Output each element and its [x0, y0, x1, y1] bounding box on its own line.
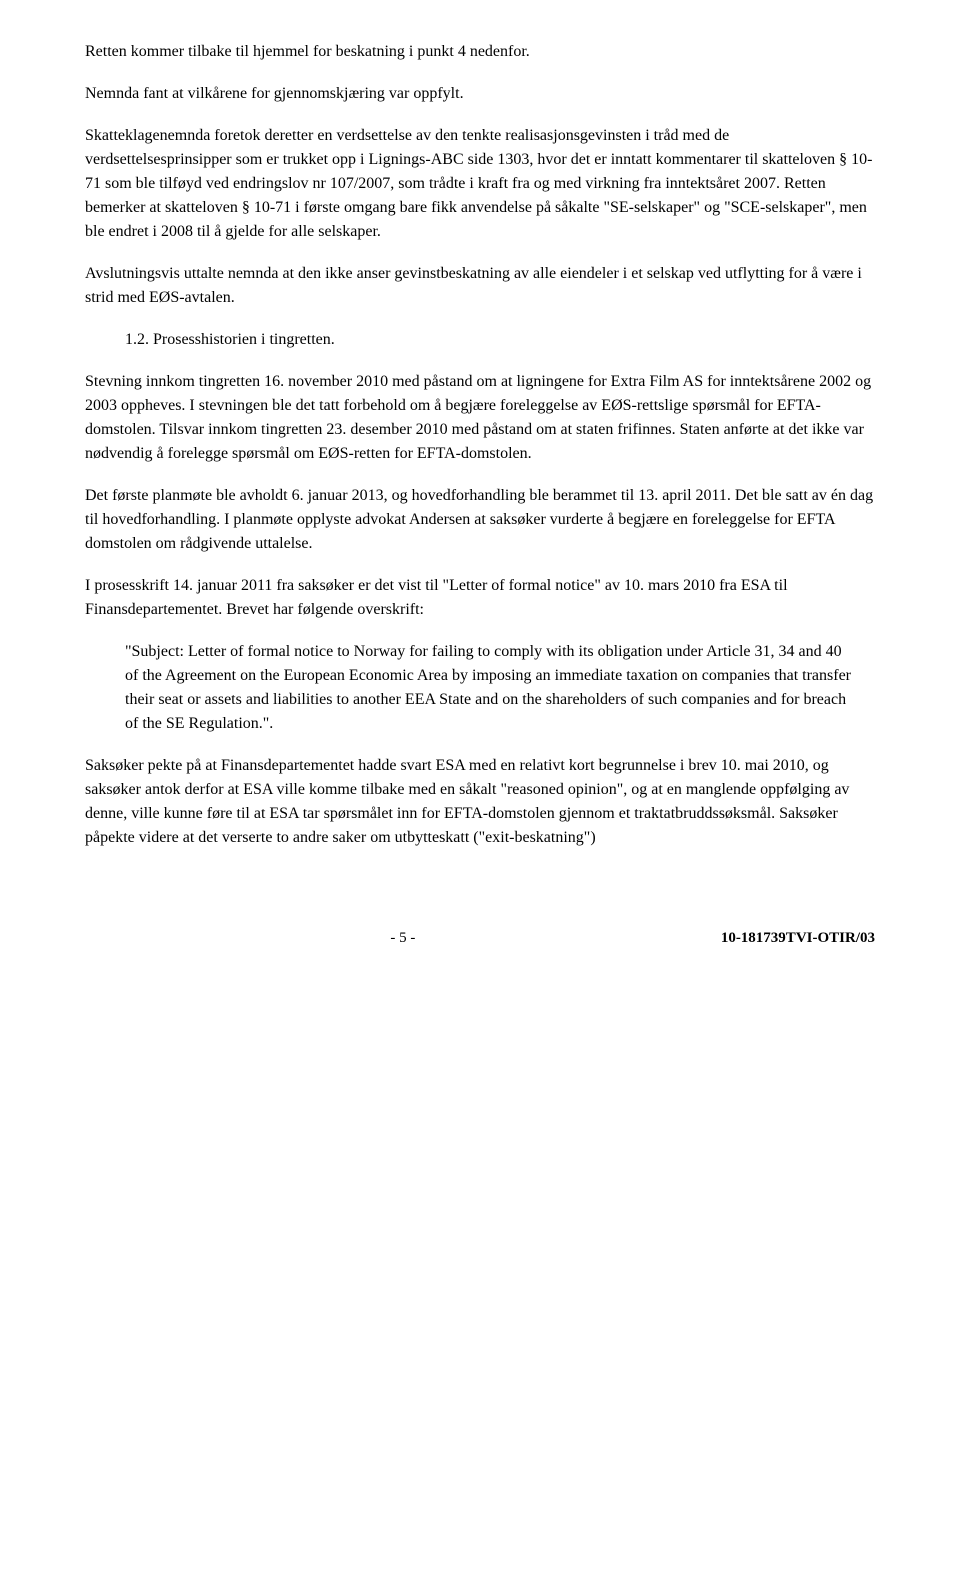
paragraph-6: Stevning innkom tingretten 16. november …	[85, 370, 875, 466]
case-reference: 10-181739TVI-OTIR/03	[721, 930, 875, 947]
paragraph-10: Saksøker pekte på at Finansdepartementet…	[85, 754, 875, 850]
paragraph-4: Avslutningsvis uttalte nemnda at den ikk…	[85, 262, 875, 310]
page-footer: - 5 - 10-181739TVI-OTIR/03	[85, 930, 875, 947]
paragraph-1: Retten kommer tilbake til hjemmel for be…	[85, 40, 875, 64]
paragraph-2: Nemnda fant at vilkårene for gjennomskjæ…	[85, 82, 875, 106]
page-number: - 5 -	[85, 930, 721, 947]
quoted-paragraph: "Subject: Letter of formal notice to Nor…	[125, 640, 855, 736]
paragraph-7: Det første planmøte ble avholdt 6. janua…	[85, 484, 875, 556]
paragraph-3: Skatteklagenemnda foretok deretter en ve…	[85, 124, 875, 244]
section-heading-1-2: 1.2. Prosesshistorien i tingretten.	[125, 328, 875, 352]
paragraph-8: I prosesskrift 14. januar 2011 fra saksø…	[85, 574, 875, 622]
